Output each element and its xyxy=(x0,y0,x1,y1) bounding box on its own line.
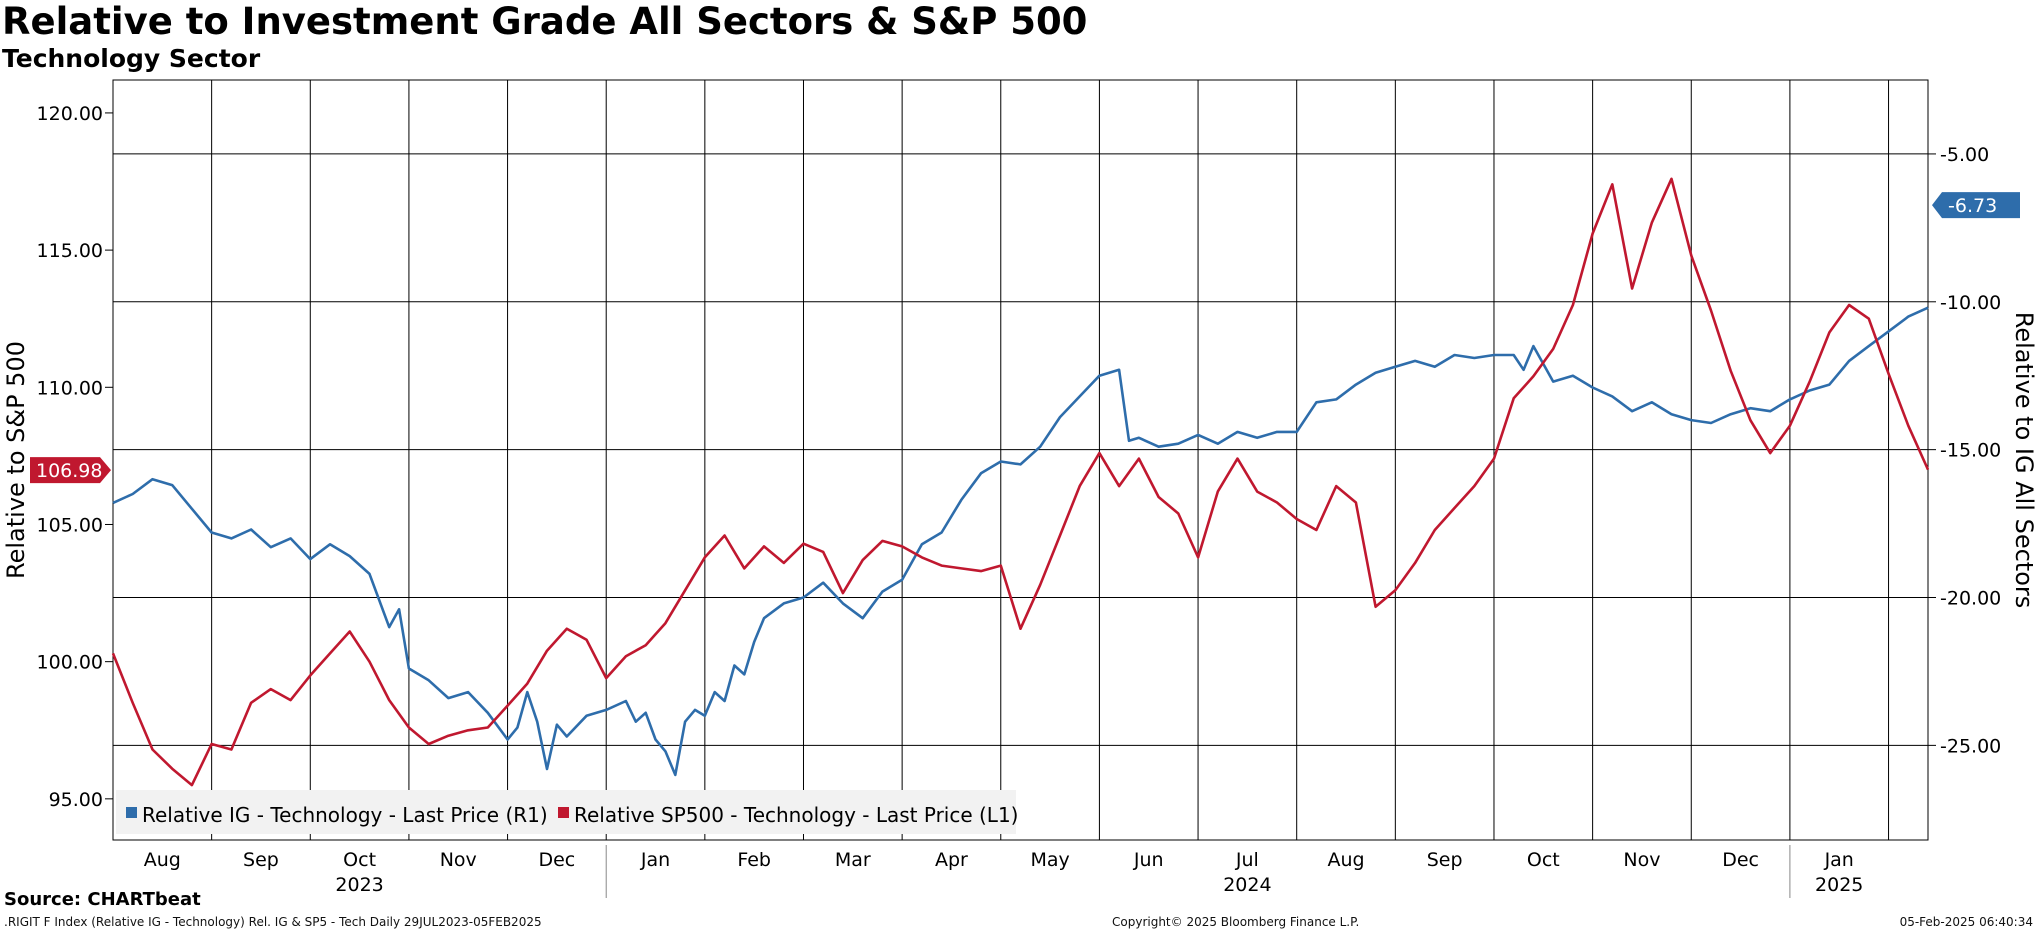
month-label: Feb xyxy=(737,849,771,871)
right-axis-ticks: -25.00 -20.00 -15.00 -10.00 -5.00 xyxy=(1928,144,2001,757)
left-tick-label: 95.00 xyxy=(49,789,103,811)
left-tick-label: 120.00 xyxy=(37,103,103,125)
series-line-ig-technology xyxy=(112,306,1929,777)
month-label: Oct xyxy=(343,849,376,871)
year-label: 2025 xyxy=(1815,874,1863,896)
footer-copyright: Copyright© 2025 Bloomberg Finance L.P. xyxy=(1112,915,1360,929)
month-label: Dec xyxy=(1722,849,1759,871)
chart-title: Relative to Investment Grade All Sectors… xyxy=(2,0,1088,43)
chart-subtitle: Technology Sector xyxy=(2,44,261,73)
last-value-badges: -6.73 106.98 xyxy=(30,192,2020,484)
footer-timestamp: 05-Feb-2025 06:40:34 xyxy=(1899,915,2033,929)
month-label: Apr xyxy=(935,849,968,871)
left-tick-label: 100.00 xyxy=(37,652,103,674)
footer-index: .RIGIT F Index (Relative IG - Technology… xyxy=(4,915,542,929)
series-layer xyxy=(111,177,1930,787)
month-label: May xyxy=(1030,849,1069,871)
legend-item-sp500: Relative SP500 - Technology - Last Price… xyxy=(574,803,1018,827)
month-label: Jan xyxy=(640,849,670,871)
month-label: Aug xyxy=(144,849,181,871)
left-tick-label: 110.00 xyxy=(37,377,103,399)
left-tick-label: 105.00 xyxy=(37,514,103,536)
right-tick-label: -5.00 xyxy=(1940,144,1989,166)
plot-frame xyxy=(112,79,1929,841)
x-axis-ticks: Aug Sep Oct Nov Dec Jan Feb Mar Apr May Jun Jul Aug S… xyxy=(144,845,1863,898)
last-value-badge-red xyxy=(30,457,111,484)
last-value-badge-blue xyxy=(1932,192,2020,219)
month-label: Mar xyxy=(835,849,871,871)
right-tick-label: -10.00 xyxy=(1940,292,2001,314)
right-tick-label: -25.00 xyxy=(1940,735,2001,757)
right-tick-label: -15.00 xyxy=(1940,440,2001,462)
last-value-red: 106.98 xyxy=(36,460,102,482)
legend-swatch-red xyxy=(558,807,569,818)
month-label: Jun xyxy=(1133,849,1164,871)
right-axis-label: Relative to IG All Sectors xyxy=(2010,312,2038,608)
grid-lines xyxy=(112,79,1929,841)
left-axis-label: Relative to S&P 500 xyxy=(2,341,30,579)
year-label: 2024 xyxy=(1223,874,1271,896)
month-label: Nov xyxy=(1623,849,1660,871)
left-axis-ticks: 95.00 100.00 105.00 110.00 115.00 120.00 xyxy=(37,103,113,811)
year-label: 2023 xyxy=(335,874,383,896)
last-value-blue: -6.73 xyxy=(1948,195,1997,217)
series-line-sp500-technology xyxy=(111,177,1930,787)
month-label: Sep xyxy=(243,849,279,871)
right-tick-label: -20.00 xyxy=(1940,588,2001,610)
month-label: Nov xyxy=(440,849,477,871)
source-note: Source: CHARTbeat xyxy=(4,889,201,910)
month-label: Aug xyxy=(1327,849,1364,871)
legend-item-ig: Relative IG - Technology - Last Price (R… xyxy=(142,803,548,827)
left-tick-label: 115.00 xyxy=(37,240,103,262)
month-label: Dec xyxy=(538,849,575,871)
legend: Relative IG - Technology - Last Price (R… xyxy=(116,790,1018,834)
month-label: Sep xyxy=(1427,849,1463,871)
legend-swatch-blue xyxy=(126,807,137,818)
month-label: Oct xyxy=(1527,849,1560,871)
month-label: Jul xyxy=(1235,849,1259,871)
month-label: Jan xyxy=(1824,849,1854,871)
